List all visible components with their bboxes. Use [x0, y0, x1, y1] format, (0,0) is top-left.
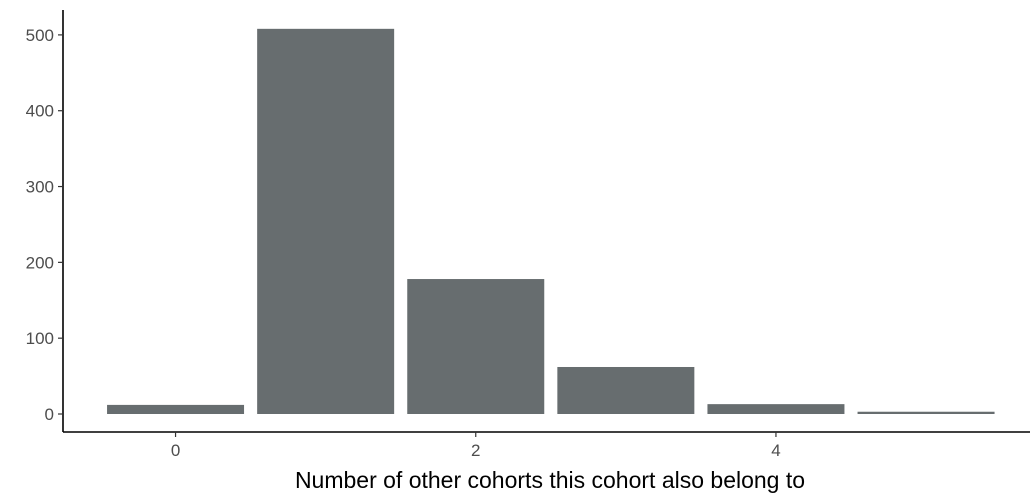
- bar-1: [257, 28, 395, 415]
- bar-0: [107, 404, 245, 414]
- y-tick-label: 300: [26, 178, 54, 197]
- y-tick-label: 0: [45, 405, 54, 424]
- x-axis-title: Number of other cohorts this cohort also…: [295, 467, 805, 493]
- x-tick-label: 2: [471, 441, 480, 460]
- x-tick-label: 0: [171, 441, 180, 460]
- bar-3: [557, 366, 695, 414]
- bars-layer: [107, 28, 995, 415]
- axes-layer: [62, 10, 1030, 433]
- ticks-layer: 0 100 200 300 400 500 0 2 4: [26, 26, 781, 460]
- y-tick-label: 500: [26, 26, 54, 45]
- bar-5: [857, 411, 995, 414]
- y-tick-label: 200: [26, 253, 54, 272]
- y-tick-label: 400: [26, 102, 54, 121]
- bar-4: [707, 404, 845, 414]
- x-tick-label: 4: [771, 441, 780, 460]
- bar-2: [407, 279, 545, 414]
- y-tick-label: 100: [26, 329, 54, 348]
